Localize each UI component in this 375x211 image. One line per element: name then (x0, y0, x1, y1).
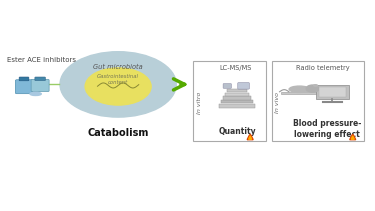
Polygon shape (351, 136, 354, 139)
FancyBboxPatch shape (226, 89, 248, 92)
Text: Gastrointestinal
content: Gastrointestinal content (97, 74, 139, 85)
Text: In vivo: In vivo (275, 92, 280, 113)
FancyBboxPatch shape (219, 104, 255, 108)
Circle shape (306, 85, 319, 92)
Ellipse shape (314, 85, 317, 86)
Text: Catabolism: Catabolism (87, 128, 149, 138)
Ellipse shape (60, 52, 176, 117)
Circle shape (85, 68, 151, 105)
Polygon shape (247, 134, 253, 140)
Text: Radio telemetry: Radio telemetry (296, 65, 349, 71)
Text: Quantity: Quantity (218, 127, 256, 136)
FancyBboxPatch shape (15, 80, 33, 94)
FancyBboxPatch shape (31, 79, 49, 92)
FancyBboxPatch shape (315, 85, 349, 99)
FancyBboxPatch shape (225, 93, 249, 96)
FancyBboxPatch shape (318, 87, 346, 97)
Text: LC-MS/MS: LC-MS/MS (219, 65, 252, 71)
Text: Gut microbiota: Gut microbiota (93, 64, 143, 70)
Text: Ester ACE inhibitors: Ester ACE inhibitors (7, 57, 76, 63)
Polygon shape (350, 134, 356, 140)
FancyBboxPatch shape (35, 77, 45, 81)
FancyBboxPatch shape (238, 83, 249, 89)
Ellipse shape (30, 92, 41, 95)
FancyBboxPatch shape (221, 100, 253, 103)
FancyBboxPatch shape (19, 77, 29, 81)
Text: In vitro: In vitro (196, 92, 202, 114)
Text: Blood pressure-
lowering effect: Blood pressure- lowering effect (293, 119, 361, 139)
FancyBboxPatch shape (272, 61, 364, 141)
Ellipse shape (289, 86, 310, 92)
FancyBboxPatch shape (223, 84, 231, 88)
FancyBboxPatch shape (223, 96, 251, 100)
Polygon shape (249, 136, 252, 139)
FancyBboxPatch shape (193, 61, 266, 141)
FancyBboxPatch shape (280, 92, 326, 94)
